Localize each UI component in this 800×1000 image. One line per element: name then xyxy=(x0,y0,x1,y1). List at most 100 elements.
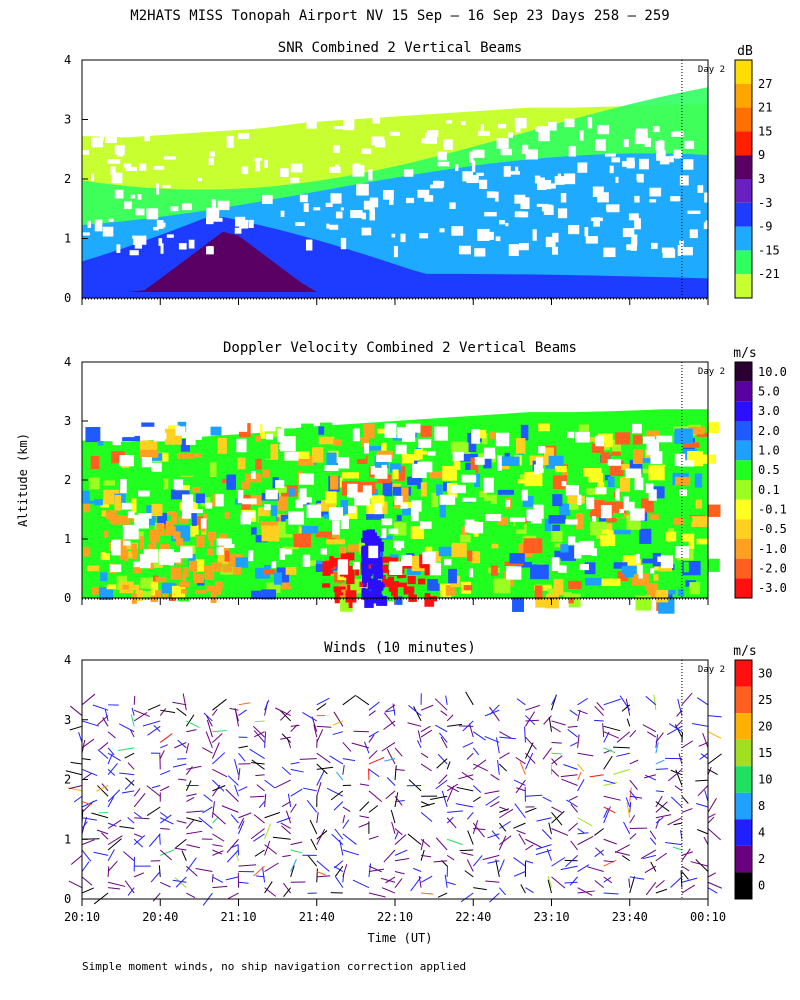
doppler-cell xyxy=(468,440,477,452)
snr-gap xyxy=(670,131,684,137)
doppler-cell xyxy=(401,453,420,464)
doppler-gap xyxy=(388,528,399,534)
wind-barb xyxy=(186,892,196,899)
colorbar-segment xyxy=(735,792,752,820)
doppler-cell xyxy=(369,445,382,451)
wind-barb xyxy=(290,803,297,813)
wind-barb xyxy=(484,790,500,795)
snr-gap xyxy=(623,139,629,148)
doppler-cell xyxy=(559,503,571,516)
wind-barb xyxy=(119,772,135,776)
doppler-region-cell xyxy=(139,536,145,550)
wind-barb xyxy=(445,695,448,705)
colorbar-segment xyxy=(735,872,752,899)
doppler-cell xyxy=(205,488,213,502)
doppler-gap xyxy=(216,538,233,546)
doppler-cell xyxy=(459,453,478,462)
doppler-gap xyxy=(216,546,224,555)
panel-snr-title: SNR Combined 2 Vertical Beams xyxy=(278,40,522,56)
wind-barb xyxy=(107,849,115,862)
doppler-cell xyxy=(194,453,202,458)
snr-gap xyxy=(107,158,121,164)
wind-barb xyxy=(316,828,326,845)
wind-barb xyxy=(107,822,117,827)
colorbar-segment xyxy=(735,107,752,132)
wind-barb xyxy=(629,833,637,840)
wind-barb xyxy=(596,702,605,711)
doppler-gap xyxy=(422,551,436,565)
wind-barb xyxy=(384,712,396,727)
snr-gap xyxy=(439,228,445,233)
doppler-cell xyxy=(258,516,276,527)
wind-barb xyxy=(212,733,223,743)
wind-barb xyxy=(226,838,239,853)
doppler-gap xyxy=(173,479,184,490)
wind-barb xyxy=(435,779,448,790)
doppler-region-cell xyxy=(373,538,382,546)
wind-barb xyxy=(569,709,578,716)
wind-barb xyxy=(647,731,657,738)
doppler-cell xyxy=(347,447,366,459)
doppler-gap xyxy=(262,423,276,432)
doppler-cell xyxy=(255,567,271,579)
shared-y-axis-label: Altitude (km) xyxy=(16,433,30,527)
wind-barb xyxy=(333,801,344,811)
wind-barb xyxy=(290,859,297,872)
snr-gap xyxy=(391,233,396,238)
wind-barb xyxy=(385,876,396,884)
doppler-cell xyxy=(389,554,399,559)
wind-barb xyxy=(707,715,722,718)
wind-barb xyxy=(535,849,552,856)
colorbar-frame xyxy=(734,659,753,900)
doppler-gap xyxy=(374,467,388,479)
wind-barb xyxy=(81,693,96,706)
x-tick-label: 23:40 xyxy=(612,910,648,924)
snr-gap xyxy=(433,181,445,188)
doppler-gap xyxy=(505,500,511,507)
snr-gap xyxy=(340,237,347,250)
wind-barb xyxy=(147,704,161,711)
doppler-cell xyxy=(98,587,114,601)
snr-gap xyxy=(557,208,568,219)
doppler-cell xyxy=(318,436,335,445)
doppler-region-cell xyxy=(203,565,213,573)
doppler-gap xyxy=(275,480,285,488)
doppler-region-cell xyxy=(215,581,223,591)
wind-barb xyxy=(642,724,657,733)
colorbar-label: 10.0 xyxy=(758,365,787,379)
snr-gap xyxy=(290,163,303,173)
snr-gap xyxy=(163,156,176,160)
doppler-cell xyxy=(157,512,168,528)
snr-gap xyxy=(611,157,621,163)
colorbar-label: 0.5 xyxy=(758,463,780,477)
wind-barb xyxy=(368,865,382,873)
doppler-gap xyxy=(565,484,579,496)
doppler-region-cell xyxy=(148,558,154,569)
wind-barb xyxy=(681,808,693,813)
snr-gap xyxy=(606,204,620,213)
doppler-cell xyxy=(522,495,534,508)
doppler-region-cell xyxy=(132,548,138,560)
doppler-cell xyxy=(538,423,550,432)
wind-barb xyxy=(670,796,683,808)
snr-gap xyxy=(82,232,90,236)
colorbar-segment xyxy=(735,226,752,251)
snr-gap xyxy=(208,151,215,157)
wind-barb xyxy=(133,835,146,846)
doppler-gap xyxy=(168,552,181,563)
snr-gap xyxy=(206,207,220,220)
wind-barb xyxy=(655,879,665,889)
wind-barb xyxy=(551,876,566,889)
wind-barb xyxy=(594,705,605,716)
doppler-region-cell xyxy=(382,556,391,563)
wind-barb xyxy=(644,865,657,874)
wind-barb xyxy=(394,800,405,803)
doppler-region-cell xyxy=(207,531,217,541)
wind-barb xyxy=(462,720,474,732)
doppler-cell xyxy=(262,469,270,479)
wind-barb xyxy=(212,785,226,792)
wind-barb xyxy=(81,849,92,862)
snr-gap xyxy=(590,217,603,222)
doppler-gap xyxy=(381,528,387,539)
y-tick-label: 4 xyxy=(64,355,71,369)
